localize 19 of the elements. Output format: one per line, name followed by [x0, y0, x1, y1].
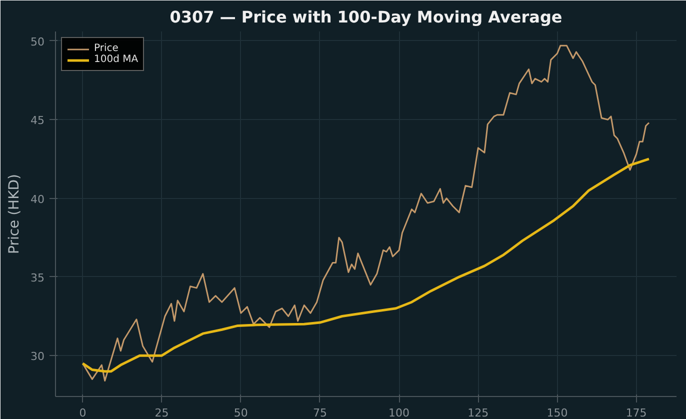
line-series [81, 158, 650, 373]
x-tick-label: 100 [388, 406, 410, 419]
x-tick-label: 50 [234, 406, 248, 419]
y-axis-title: Price (HKD) [6, 174, 23, 254]
chart-title: 0307 — Price with 100-Day Moving Average [170, 8, 562, 26]
x-tick-label: 25 [154, 406, 169, 419]
legend-label: 100d MA [94, 54, 138, 65]
y-tick-label: 50 [30, 35, 45, 48]
y-tick-label: 40 [30, 192, 45, 206]
line-series [82, 44, 650, 382]
x-tick-label: 125 [468, 406, 489, 419]
y-tick-label: 30 [30, 350, 45, 364]
x-tick-label: 175 [626, 406, 647, 419]
legend-label: Price [94, 43, 118, 54]
y-tick-label: 35 [30, 271, 45, 284]
x-tick-label: 150 [546, 406, 568, 419]
y-tick-label: 45 [30, 114, 45, 128]
x-tick-label: 0 [79, 406, 86, 419]
x-tick-label: 75 [312, 406, 327, 419]
